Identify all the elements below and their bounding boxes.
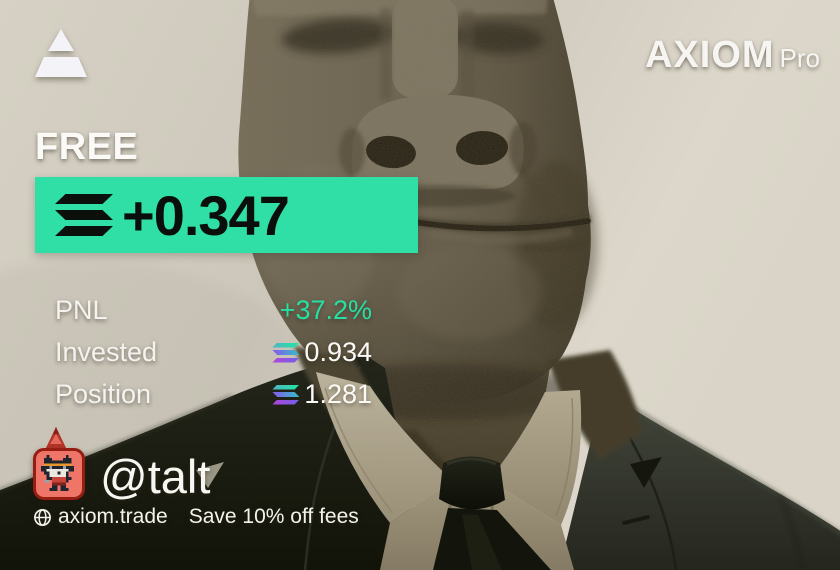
user-handle: @talt	[100, 450, 211, 503]
stat-value-text: 0.934	[304, 337, 372, 367]
site-link: axiom.trade	[58, 505, 168, 528]
footer: axiom.trade Save 10% off fees	[33, 505, 359, 529]
brand-name: AXIOM	[644, 34, 775, 76]
pnl-amount-banner: +0.347	[35, 177, 418, 253]
stat-value-text: 1.281	[304, 379, 372, 409]
promo-text: Save 10% off fees	[188, 505, 359, 528]
brand-tier: Pro	[779, 43, 820, 73]
globe-icon	[34, 508, 51, 526]
pnl-amount: +0.347	[122, 183, 290, 247]
pixel-cat-avatar	[33, 448, 85, 500]
token-name: FREE	[35, 126, 139, 168]
pixel-cat-ninja	[41, 455, 75, 491]
stat-value-pnl-percent: +37.2%	[180, 295, 372, 326]
stat-label: PNL	[55, 295, 108, 325]
stat-value-invested: 0.934	[180, 337, 372, 368]
stat-row-position: Position 1.281	[0, 377, 420, 419]
stat-row-pnl: PNL +37.2%	[0, 293, 420, 335]
stat-row-invested: Invested 0.934	[0, 335, 420, 377]
avatar-hat-icon	[43, 426, 69, 458]
solana-icon	[272, 384, 300, 405]
solana-icon	[272, 342, 300, 363]
stat-label: Invested	[55, 337, 158, 367]
stat-value-text: +37.2%	[279, 295, 372, 325]
axiom-pyramid-logo-icon	[35, 29, 87, 79]
solana-icon	[55, 194, 113, 236]
stat-value-position: 1.281	[180, 379, 372, 410]
brand-logo: AXIOM Pro	[645, 34, 820, 77]
stat-label: Position	[55, 379, 152, 409]
stats-table: PNL +37.2% Invested 0.934 Position 1.281	[0, 293, 420, 419]
